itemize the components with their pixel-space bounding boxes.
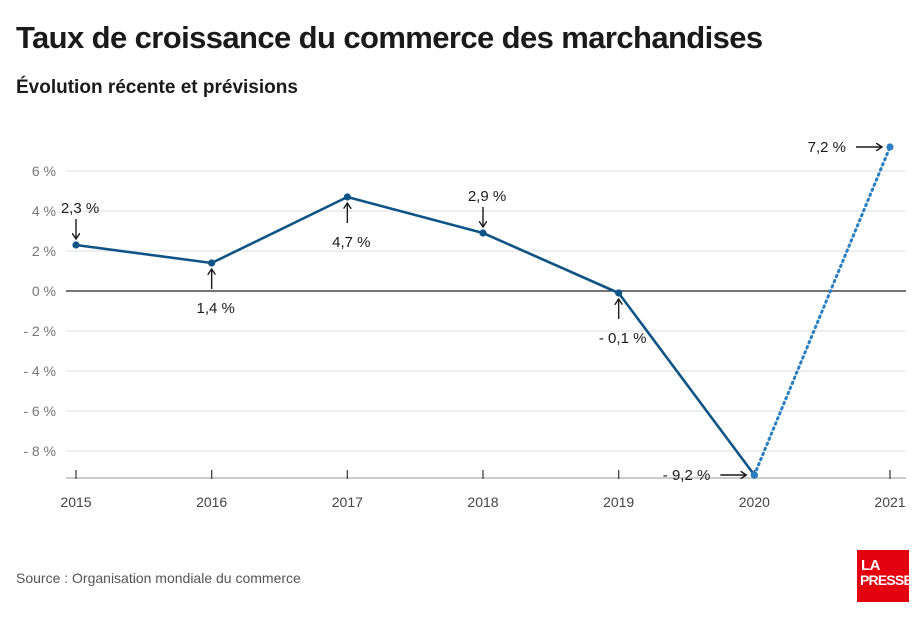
x-tick-label: 2017 xyxy=(332,494,363,510)
data-label: - 9,2 % xyxy=(663,467,711,484)
x-tick-label: 2021 xyxy=(874,494,905,510)
gridlines xyxy=(66,170,906,452)
y-tick-label: - 8 % xyxy=(23,443,56,459)
y-tick-label: 4 % xyxy=(32,203,56,219)
annotations: 2,3 % 1,4 % 4,7 % 2,9 % - 0,1 % - 9,2 % 7,2 % xyxy=(61,139,882,484)
logo-line-1: LA xyxy=(861,557,881,574)
chart-title: Taux de croissance du commerce des march… xyxy=(16,20,763,55)
y-tick-label: 6 % xyxy=(32,163,56,179)
data-label: 2,3 % xyxy=(61,200,99,217)
x-tick-label: 2018 xyxy=(467,494,498,510)
forecast-point xyxy=(886,143,894,151)
forecast-point xyxy=(750,471,758,479)
data-point xyxy=(479,229,487,237)
data-point xyxy=(343,193,351,201)
chart-subtitle: Évolution récente et prévisions xyxy=(16,77,298,98)
data-label: 1,4 % xyxy=(196,300,234,317)
logo-line-2: PRESSE xyxy=(860,572,913,588)
x-tick-label: 2016 xyxy=(196,494,227,510)
y-tick-label: - 2 % xyxy=(23,323,56,339)
x-tick-label: 2020 xyxy=(739,494,770,510)
data-label: 4,7 % xyxy=(332,234,370,251)
series xyxy=(72,143,894,479)
x-tick-label: 2019 xyxy=(603,494,634,510)
forecast-line xyxy=(752,145,892,477)
data-point xyxy=(72,241,80,249)
data-label: 7,2 % xyxy=(808,139,846,156)
x-tick-label: 2015 xyxy=(60,494,91,510)
data-label: - 0,1 % xyxy=(599,330,647,347)
y-tick-label: 2 % xyxy=(32,243,56,259)
source-note: Source : Organisation mondiale du commer… xyxy=(16,570,301,586)
series-line xyxy=(75,195,756,476)
axes: 6 % 4 % 2 % 0 % - 2 % - 4 % - 6 % - 8 % 2015 2016… xyxy=(23,163,906,510)
data-label: 2,9 % xyxy=(468,188,506,205)
y-tick-label: - 6 % xyxy=(23,403,56,419)
y-tick-label: 0 % xyxy=(32,283,56,299)
data-point xyxy=(208,259,216,267)
y-tick-label: - 4 % xyxy=(23,363,56,379)
la-presse-logo: LA PRESSE xyxy=(857,550,913,602)
data-point xyxy=(615,289,623,297)
